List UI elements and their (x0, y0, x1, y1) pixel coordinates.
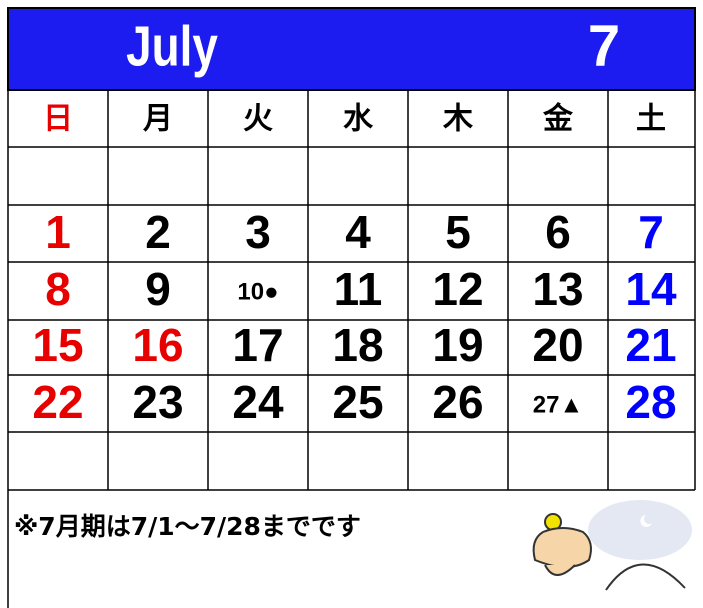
day: 11 (334, 263, 383, 315)
day: 18 (332, 319, 383, 371)
day: 27▲ (533, 391, 583, 418)
illustration (532, 500, 692, 591)
day: 13 (532, 263, 583, 315)
day: 17 (232, 319, 283, 371)
day: 14 (625, 263, 677, 315)
day: 12 (432, 263, 483, 315)
day: 24 (232, 376, 284, 428)
day: 16 (132, 319, 183, 371)
day: 21 (625, 319, 676, 371)
day: 28 (625, 376, 676, 428)
day: 10● (237, 278, 278, 305)
day: 7 (638, 206, 664, 258)
day: 8 (45, 263, 71, 315)
weekday: 木 (442, 102, 473, 137)
weekday: 水 (343, 102, 374, 137)
grid (7, 90, 696, 608)
weekday: 日 (43, 102, 73, 137)
day: 2 (145, 206, 171, 258)
header-band (7, 7, 696, 91)
day: 5 (445, 206, 471, 258)
day: 26 (432, 376, 483, 428)
month-name: July (126, 14, 218, 78)
month-number: 7 (588, 13, 620, 78)
day: 1 (45, 206, 71, 258)
day: 22 (32, 376, 83, 428)
day: 3 (245, 206, 271, 258)
day: 15 (32, 319, 83, 371)
note: ※7月期は7/1〜7/28までです (14, 512, 361, 541)
weekday: 土 (636, 102, 666, 137)
day: 20 (532, 319, 583, 371)
day: 23 (132, 376, 183, 428)
weekday: 月 (143, 102, 173, 137)
weekday: 火 (243, 102, 273, 137)
day: 9 (145, 263, 171, 315)
day: 19 (432, 319, 483, 371)
weekday: 金 (542, 102, 574, 137)
day: 4 (345, 206, 371, 258)
day: 6 (545, 206, 571, 258)
day: 25 (332, 376, 383, 428)
